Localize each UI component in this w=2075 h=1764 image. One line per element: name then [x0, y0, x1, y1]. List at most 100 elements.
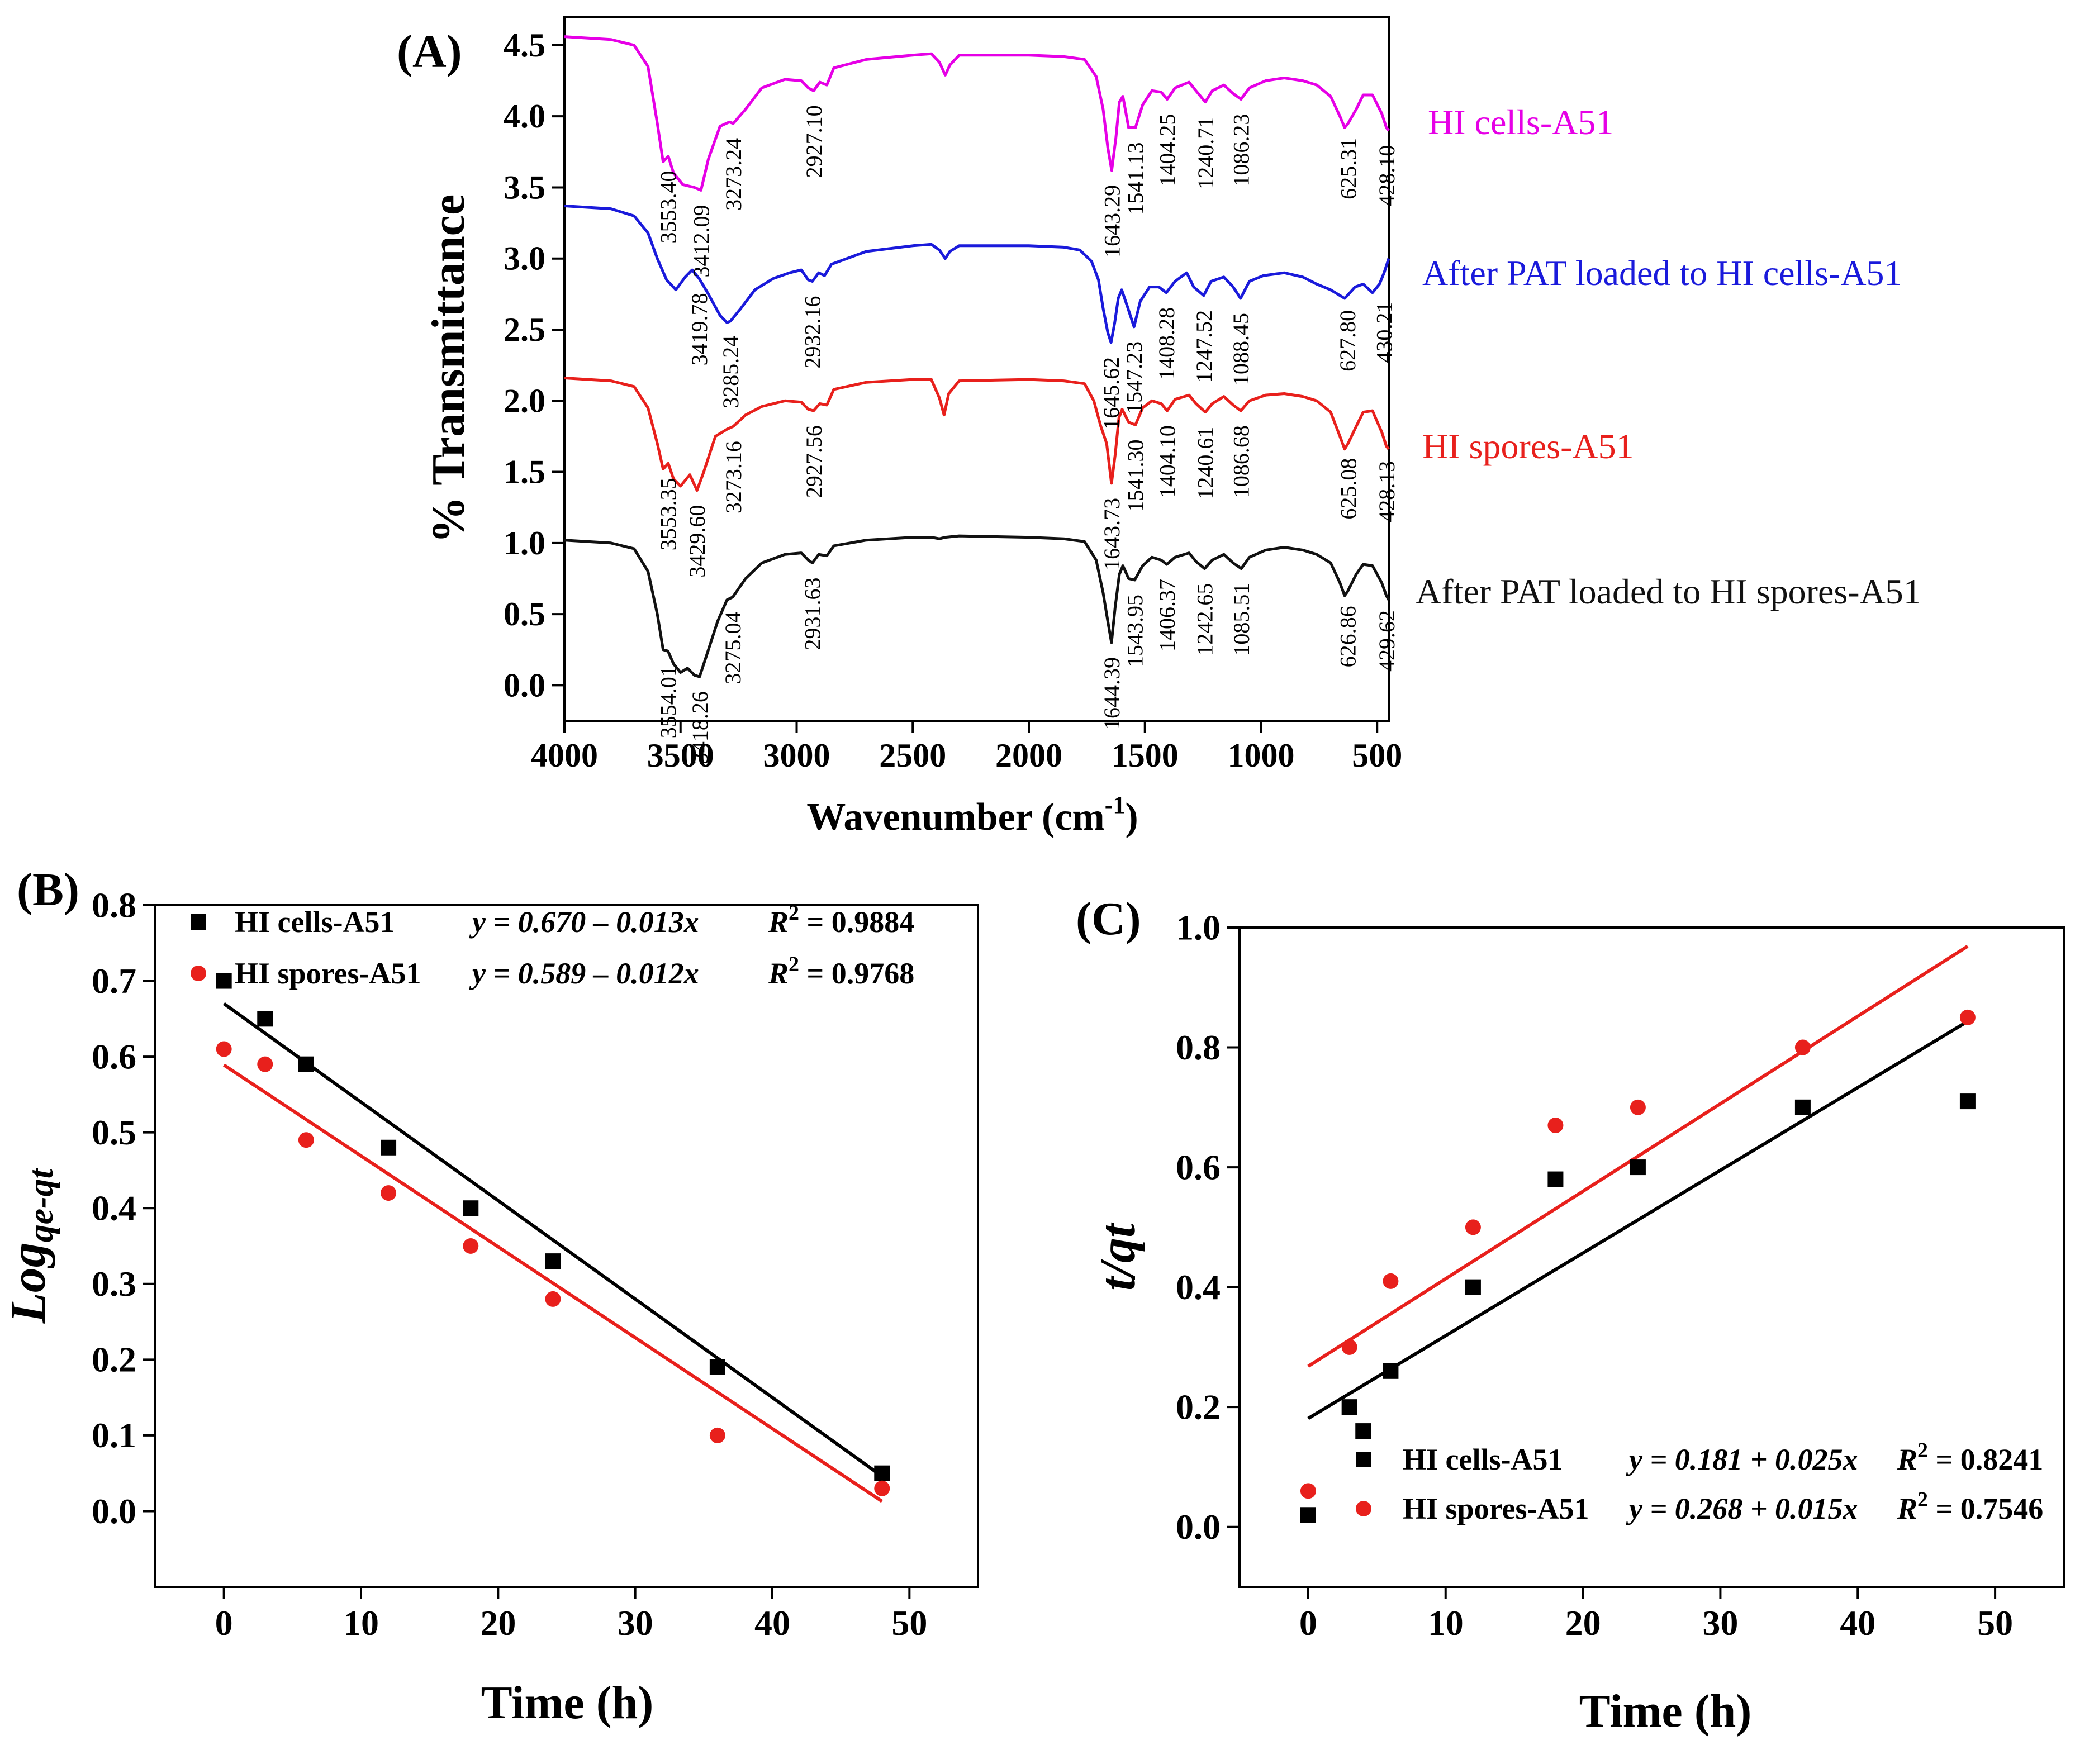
data-point-circle — [298, 1132, 314, 1148]
x-tick-label: 10 — [343, 1603, 379, 1643]
peak-label: 428.13 — [1374, 461, 1399, 522]
panel-b-y-axis: 0.0 0.1 0.2 0.3 0.4 0.5 0.6 0.7 0.8 — [92, 885, 155, 1531]
peak-label: 1088.45 — [1228, 313, 1253, 386]
peak-label: 1643.29 — [1099, 185, 1124, 258]
y-title-subscript: qe-qt — [21, 1168, 60, 1243]
y-tick-label: 0.5 — [504, 596, 545, 633]
x-tick-label: 30 — [618, 1603, 653, 1643]
data-point-circle — [1794, 1039, 1811, 1055]
peak-label: 625.08 — [1336, 458, 1361, 520]
y-tick-label: 0.3 — [92, 1264, 136, 1304]
peak-label: 2927.10 — [801, 105, 827, 178]
x-tick-label: 0 — [215, 1603, 233, 1643]
data-point-circle — [545, 1291, 561, 1307]
panel-c-plot-frame — [1238, 926, 2065, 1588]
data-point-square — [1794, 1099, 1811, 1115]
legend-series-name: HI spores-A51 — [1403, 1492, 1589, 1525]
panel-a-x-axis-title: Wavenumber (cm-1) — [806, 791, 1138, 839]
panel-c-pseudo-second-order-chart: (C) 0.0 0.2 0.4 0.6 0.8 1.0 0 10 20 30 40 50 HI ce… — [1076, 893, 2065, 1737]
legend-series-name: HI cells-A51 — [235, 905, 395, 939]
y-tick-label: 3.5 — [504, 169, 545, 206]
panel-b-legend: HI cells-A51 y = 0.670 – 0.013x R2 = 0.988… — [191, 901, 914, 990]
data-point-square — [463, 1200, 479, 1216]
r2-value: = 0.9768 — [799, 957, 914, 990]
x-tick-label: 40 — [1840, 1603, 1875, 1643]
spectrum-line — [564, 377, 1390, 492]
peak-label: 1086.23 — [1229, 114, 1254, 187]
series-label: HI cells-A51 — [1428, 102, 1613, 142]
peak-label: 3273.16 — [721, 441, 746, 513]
peak-label: 1404.10 — [1155, 425, 1180, 498]
y-tick-label: 3.0 — [504, 240, 545, 277]
y-title-main: Log — [1, 1242, 56, 1324]
legend-marker-square — [1356, 1452, 1371, 1467]
data-point-circle — [1465, 1219, 1481, 1235]
x-tick-label: 4000 — [531, 737, 598, 774]
panel-a-series-group — [564, 35, 1390, 678]
peak-label: 429.62 — [1374, 610, 1399, 672]
data-point-circle — [1547, 1118, 1564, 1133]
spectrum-line — [564, 205, 1390, 344]
y-tick-label: 0.4 — [1176, 1267, 1221, 1307]
peak-label: 626.86 — [1335, 606, 1360, 667]
peak-label: 3429.60 — [685, 505, 710, 578]
data-point-square — [1465, 1279, 1481, 1295]
r2-symbol: R — [1897, 1443, 1917, 1476]
x-tick-label: 40 — [754, 1603, 790, 1643]
peak-label: 1644.39 — [1099, 657, 1124, 730]
peak-label: 3553.40 — [656, 170, 681, 243]
data-point-square — [1341, 1399, 1357, 1415]
data-point-circle — [1383, 1273, 1399, 1289]
r2-symbol: R — [768, 957, 789, 990]
panel-b-pseudo-first-order-chart: (B) 0.0 0.1 0.2 0.3 0.4 0.5 0.6 0.7 0.8 0 10 20 30 4… — [1, 864, 979, 1729]
panel-c-y-axis: 0.0 0.2 0.4 0.6 0.8 1.0 — [1176, 907, 1240, 1547]
x-tick-label: 30 — [1702, 1603, 1738, 1643]
data-point-square — [1355, 1423, 1371, 1439]
r2-superscript: 2 — [1917, 1439, 1928, 1462]
panel-c-y-axis-title: t/qt — [1090, 1222, 1146, 1291]
panel-c-label: (C) — [1076, 893, 1141, 945]
panel-a-label: (A) — [397, 26, 462, 78]
data-point-circle — [381, 1185, 397, 1201]
y-tick-label: 0.6 — [1176, 1147, 1221, 1187]
x-tick-label: 20 — [1565, 1603, 1601, 1643]
y-tick-label: 1.0 — [1176, 907, 1221, 947]
data-point-square — [1630, 1159, 1646, 1176]
peak-label: 1645.62 — [1099, 357, 1124, 430]
data-point-circle — [257, 1056, 273, 1072]
panel-b-plot-frame — [154, 904, 979, 1588]
legend-marker-circle — [1356, 1501, 1371, 1516]
data-point-square — [1383, 1363, 1399, 1379]
panel-b-y-axis-title: Logqe-qt — [1, 1168, 60, 1324]
peak-label: 1406.37 — [1155, 579, 1180, 652]
data-point-square — [257, 1011, 273, 1027]
series-label: After PAT loaded to HI spores-A51 — [1416, 572, 1921, 611]
y-tick-label: 0.2 — [1176, 1387, 1221, 1427]
data-point-circle — [1341, 1339, 1357, 1355]
y-tick-label: 1.0 — [504, 525, 545, 562]
x-tick-label: 10 — [1428, 1603, 1464, 1643]
panel-a-y-axis: 0.0 0.5 1.0 1.5 2.0 2.5 3.0 3.5 4.0 4.5 — [504, 27, 564, 703]
peak-label: 627.80 — [1335, 310, 1360, 372]
x-tick-label: 0 — [1299, 1603, 1317, 1643]
panel-c-legend: HI cells-A51 y = 0.181 + 0.025x R2 = 0.824… — [1356, 1439, 2043, 1525]
data-point-circle — [1959, 1009, 1976, 1025]
y-tick-label: 0.8 — [92, 885, 136, 925]
r2-value: = 0.8241 — [1928, 1443, 2043, 1476]
spectrum-line — [564, 35, 1390, 192]
legend-fit-equation: y = 0.670 – 0.013x — [469, 905, 699, 939]
legend-r2: R2 = 0.9768 — [768, 953, 914, 990]
data-point-circle — [1630, 1099, 1646, 1115]
panel-a-plot-frame — [563, 16, 1390, 722]
peak-label: 3554.01 — [656, 665, 681, 738]
legend-marker-square — [191, 914, 206, 930]
legend-r2: R2 = 0.8241 — [1897, 1439, 2043, 1476]
peak-label: 1247.52 — [1191, 310, 1217, 383]
panel-a-x-axis: 4000 3500 3000 2500 2000 1500 1000 500 — [531, 721, 1402, 774]
legend-r2: R2 = 0.7546 — [1897, 1488, 2043, 1525]
legend-fit-equation: y = 0.589 – 0.012x — [469, 957, 699, 990]
y-tick-label: 0.0 — [1176, 1507, 1221, 1547]
x-title-superscript: -1 — [1105, 791, 1126, 819]
peak-label: 1408.28 — [1154, 307, 1179, 380]
